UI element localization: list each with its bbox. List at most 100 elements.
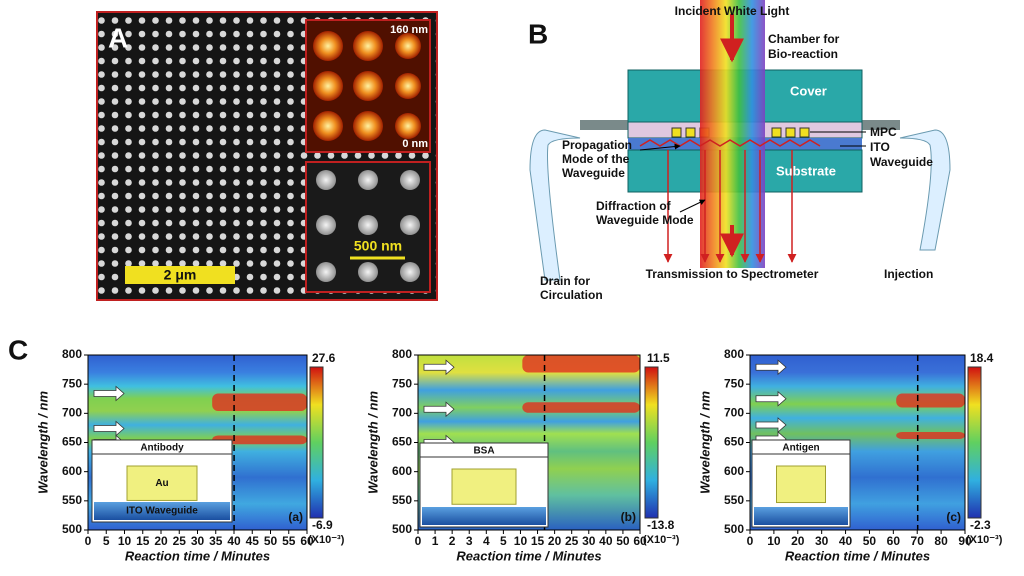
x-tick-label: 60 [300, 534, 314, 548]
x-axis-label: Reaction time / Minutes [125, 548, 270, 563]
panel-tag: (c) [946, 510, 961, 524]
hot-band [212, 393, 307, 411]
y-tick-label: 750 [62, 376, 82, 390]
x-tick-label: 20 [154, 534, 168, 548]
x-tick-label: 10 [514, 534, 528, 548]
white-arrow [755, 359, 787, 376]
inset-title: Antigen [782, 443, 819, 454]
cbar-unit: (X10⁻³) [643, 534, 680, 546]
leader [679, 199, 706, 213]
cbar-max: 11.5 [647, 351, 670, 365]
diffraction-label: Diffraction of [596, 199, 672, 213]
ito-label: ITO [870, 140, 890, 154]
x-tick-label: 20 [548, 534, 562, 548]
hot-band [896, 432, 965, 439]
y-tick-label: 550 [62, 493, 82, 507]
panel-tag: (b) [621, 510, 636, 524]
drain-label: Drain for [540, 274, 590, 288]
x-tick-label: 5 [500, 534, 507, 548]
x-tick-label: 30 [815, 534, 829, 548]
injection-label: Injection [884, 267, 933, 281]
x-tick-label: 40 [599, 534, 613, 548]
white-arrow [423, 359, 455, 376]
scale-bar [125, 266, 235, 284]
colorbar [967, 366, 982, 519]
x-tick-label: 50 [616, 534, 630, 548]
x-tick-label: 0 [85, 534, 92, 548]
afm-max: 160 nm [390, 24, 428, 36]
x-tick-label: 60 [887, 534, 901, 548]
pipe [580, 120, 630, 130]
y-axis-label: Wavelength / nm [697, 391, 712, 494]
y-tick-label: 700 [392, 406, 412, 420]
y-tick-label: 550 [392, 493, 412, 507]
panel-label: A [108, 22, 128, 53]
x-tick-label: 1 [432, 534, 439, 548]
propagation-label: Waveguide [562, 166, 625, 180]
propagation-label: Mode of the [562, 152, 630, 166]
cbar-max: 18.4 [970, 351, 994, 365]
white-arrow [423, 401, 455, 418]
substrate-label: Substrate [776, 163, 836, 178]
x-tick-label: 5 [103, 534, 110, 548]
y-tick-label: 650 [392, 435, 412, 449]
panel-tag: (a) [288, 510, 303, 524]
x-tick-label: 50 [264, 534, 278, 548]
waveguide [422, 507, 546, 525]
panel-b: B Incident White Light Chamber for Bio-r… [528, 0, 951, 302]
x-tick-label: 50 [863, 534, 877, 548]
y-tick-label: 750 [724, 376, 744, 390]
waveguide-mode [639, 139, 821, 147]
x-tick-label: 60 [633, 534, 647, 548]
inset-scale: 500 nm [354, 238, 402, 254]
y-tick-label: 600 [62, 464, 82, 478]
x-tick-label: 80 [934, 534, 948, 548]
afm-min: 0 nm [402, 138, 428, 150]
x-tick-label: 25 [173, 534, 187, 548]
y-tick-label: 500 [724, 522, 744, 536]
chamber-label: Chamber for [768, 32, 840, 46]
y-tick-label: 550 [724, 493, 744, 507]
x-tick-label: 25 [565, 534, 579, 548]
drain-label: Circulation [540, 288, 603, 302]
x-tick-label: 15 [531, 534, 545, 548]
mpc-label: MPC [870, 125, 897, 139]
panel-a: A 160 nm 0 nm 500 nm 2 μm [96, 11, 438, 301]
cbar-unit: (X10⁻³) [308, 534, 345, 546]
transmission-label: Transmission to Spectrometer [646, 267, 819, 281]
hot-band [896, 393, 965, 408]
white-arrow [93, 420, 125, 437]
x-tick-label: 10 [118, 534, 132, 548]
y-tick-label: 800 [62, 347, 82, 361]
y-axis-label: Wavelength / nm [35, 391, 50, 494]
diffraction-label: Waveguide Mode [596, 213, 694, 227]
waveguide [754, 507, 848, 525]
x-tick-label: 30 [191, 534, 205, 548]
y-tick-label: 500 [62, 522, 82, 536]
x-tick-label: 40 [839, 534, 853, 548]
y-tick-label: 800 [392, 347, 412, 361]
hot-band [522, 402, 640, 413]
white-arrow [755, 417, 787, 433]
cbar-min: -6.9 [312, 518, 333, 532]
diffraction-arrows [663, 150, 797, 263]
panel-label: C [8, 334, 28, 365]
inset-title: BSA [473, 446, 494, 457]
x-tick-label: 70 [911, 534, 925, 548]
au-block [126, 465, 198, 501]
leader [639, 143, 681, 151]
cbar-unit: (X10⁻³) [966, 534, 1003, 546]
chamber-label: Bio-reaction [768, 47, 838, 61]
y-tick-label: 700 [62, 406, 82, 420]
ito-label: Waveguide [870, 155, 933, 169]
au-block [451, 468, 517, 505]
cbar-min: -13.8 [647, 518, 675, 532]
x-tick-label: 30 [582, 534, 596, 548]
y-tick-label: 800 [724, 347, 744, 361]
injection-tube [899, 129, 951, 251]
y-tick-label: 650 [62, 435, 82, 449]
